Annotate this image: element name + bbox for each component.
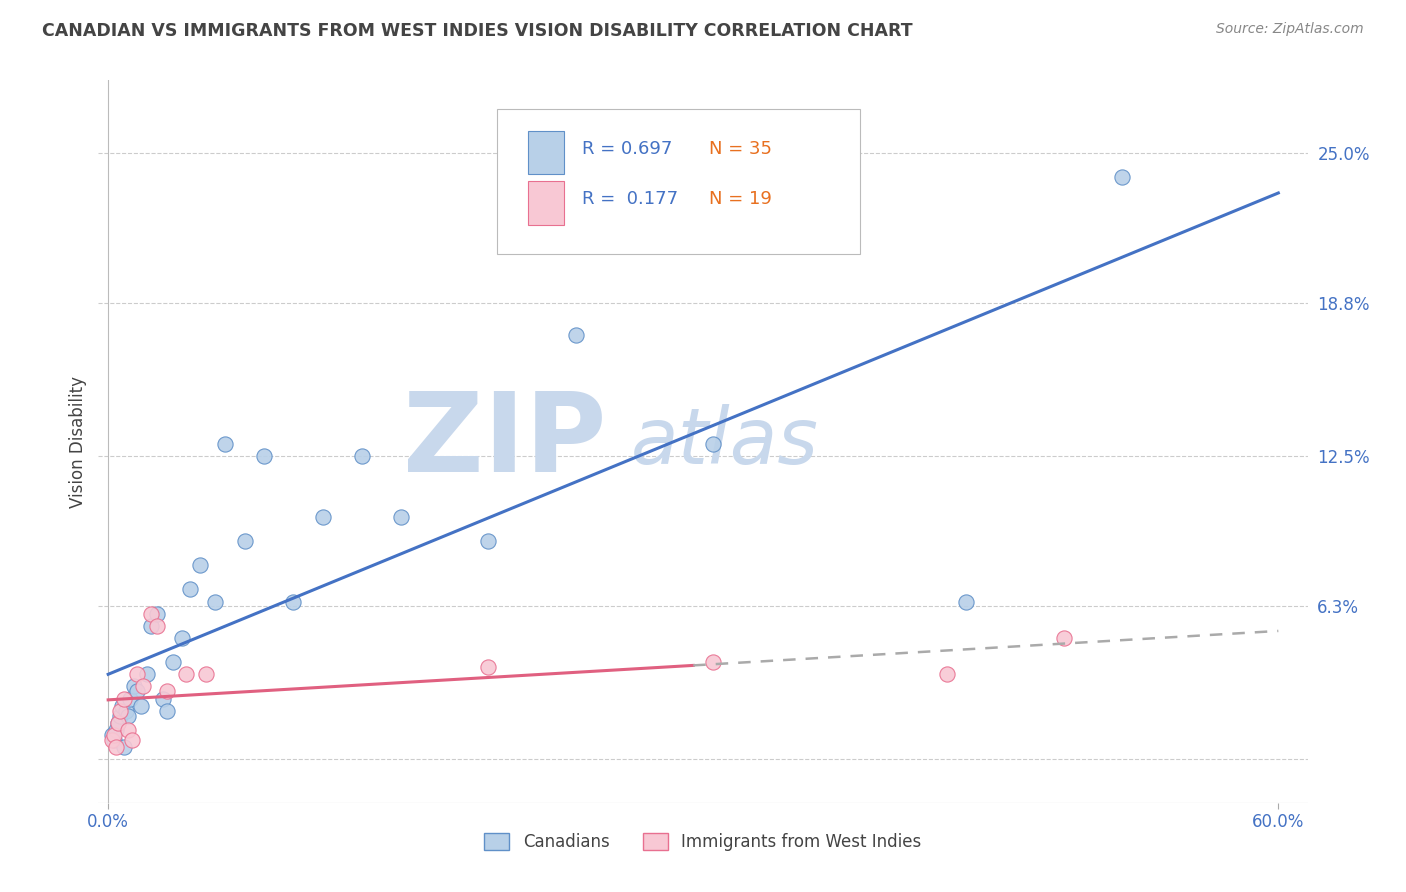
Point (156, 684, 179, 698)
Point (204, 594, 226, 608)
FancyBboxPatch shape (527, 131, 564, 174)
Point (139, 607, 162, 621)
Point (117, 708, 139, 723)
Point (253, 449, 276, 463)
Point (111, 698, 134, 713)
Legend: Canadians, Immigrants from West Indies: Canadians, Immigrants from West Indies (477, 825, 929, 860)
Point (122, 680, 145, 694)
Point (108, 704, 131, 718)
Point (955, 594, 977, 608)
Point (107, 715, 129, 730)
Text: CANADIAN VS IMMIGRANTS FROM WEST INDIES VISION DISABILITY CORRELATION CHART: CANADIAN VS IMMIGRANTS FROM WEST INDIES … (42, 22, 912, 40)
Point (477, 533, 499, 548)
Point (136, 667, 159, 681)
Point (214, 437, 236, 451)
Point (152, 691, 174, 706)
FancyBboxPatch shape (498, 109, 860, 253)
Point (188, 558, 211, 573)
Point (1053, 631, 1076, 645)
Point (935, 667, 957, 681)
Point (114, 704, 136, 718)
Point (112, 739, 135, 754)
Point (104, 739, 127, 754)
Point (350, 449, 373, 463)
Point (131, 698, 153, 713)
Point (121, 732, 143, 747)
Point (233, 533, 256, 548)
Text: N = 19: N = 19 (709, 191, 772, 209)
Point (101, 728, 124, 742)
Point (118, 691, 141, 706)
Point (172, 631, 194, 645)
Text: Source: ZipAtlas.com: Source: ZipAtlas.com (1216, 22, 1364, 37)
Y-axis label: Vision Disability: Vision Disability (69, 376, 87, 508)
Point (112, 691, 135, 706)
Point (174, 667, 197, 681)
Point (103, 732, 125, 747)
FancyBboxPatch shape (527, 181, 564, 225)
Text: atlas: atlas (630, 403, 818, 480)
Point (1111, 170, 1133, 185)
Point (127, 667, 149, 681)
Point (104, 723, 127, 737)
Point (179, 582, 201, 597)
Text: N = 35: N = 35 (709, 140, 772, 158)
Point (107, 715, 129, 730)
Point (139, 619, 162, 633)
Point (312, 509, 335, 524)
Point (702, 437, 724, 451)
Point (101, 732, 124, 747)
Point (565, 327, 588, 342)
Point (146, 607, 169, 621)
Point (156, 704, 179, 718)
Point (127, 684, 149, 698)
Point (389, 509, 412, 524)
Point (194, 667, 217, 681)
Point (132, 680, 155, 694)
Point (117, 723, 139, 737)
Point (477, 660, 499, 674)
Point (146, 619, 169, 633)
Point (283, 594, 305, 608)
Point (103, 728, 125, 742)
Text: R =  0.177: R = 0.177 (582, 191, 678, 209)
Point (108, 708, 131, 723)
Point (162, 655, 184, 669)
Point (702, 655, 724, 669)
Text: R = 0.697: R = 0.697 (582, 140, 672, 158)
Text: ZIP: ZIP (404, 388, 606, 495)
